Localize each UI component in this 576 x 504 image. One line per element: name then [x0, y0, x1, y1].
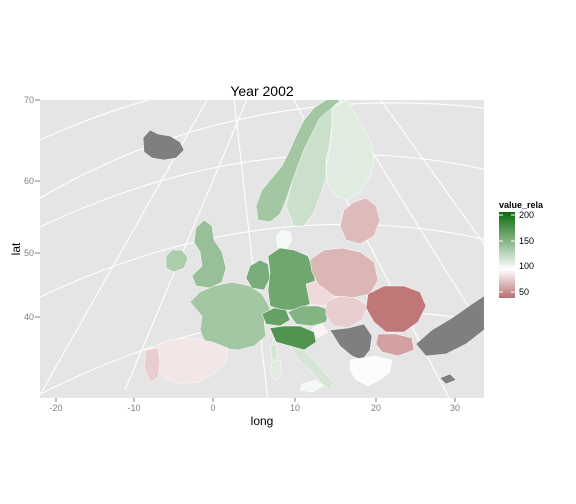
y-tick-label: 40 [24, 312, 34, 322]
region-slovakia-hungary [325, 295, 369, 329]
region-iceland [142, 129, 185, 161]
x-tick-label: 10 [290, 403, 300, 413]
region-benelux [245, 259, 271, 291]
legend-tick-label: 200 [519, 210, 534, 220]
map-regions [142, 100, 484, 393]
legend-tick-label: 150 [519, 236, 534, 246]
region-bulgaria [375, 333, 415, 357]
legend-title: value_rela [499, 200, 544, 210]
x-tick-label: -10 [127, 403, 140, 413]
region-baltics [339, 197, 381, 245]
region-denmark [275, 229, 293, 251]
y-axis-title: lat [9, 242, 23, 255]
legend-colorbar [499, 212, 515, 298]
x-axis: -20 -10 0 10 20 30 [49, 398, 460, 413]
region-greece [349, 355, 393, 387]
region-italy-north [269, 325, 317, 351]
x-tick-label: 30 [450, 403, 460, 413]
chart-title: Year 2002 [230, 83, 294, 99]
region-sicily [299, 379, 325, 393]
region-norway [255, 100, 341, 223]
region-switzerland [261, 307, 291, 327]
region-slovenia [311, 323, 329, 339]
x-tick-label: 20 [371, 403, 381, 413]
region-corsica [269, 343, 279, 361]
region-turkey [415, 295, 484, 357]
y-tick-label: 70 [24, 95, 34, 105]
x-axis-title: long [251, 414, 274, 428]
region-uk [191, 219, 227, 289]
legend-tick-label: 50 [519, 287, 529, 297]
y-tick-label: 60 [24, 176, 34, 186]
region-sardinia [269, 359, 283, 381]
region-finland [325, 100, 375, 201]
y-tick-label: 50 [24, 248, 34, 258]
region-balkans [329, 323, 373, 361]
region-cyprus [439, 373, 457, 385]
x-tick-label: 0 [210, 403, 215, 413]
region-romania [365, 285, 427, 333]
x-tick-label: -20 [49, 403, 62, 413]
y-axis: 70 60 50 40 [24, 95, 40, 322]
region-sweden [285, 107, 333, 227]
region-france [189, 281, 271, 351]
region-poland [309, 247, 379, 299]
legend-tick-label: 100 [519, 261, 534, 271]
region-italy-south [289, 345, 335, 391]
legend: value_rela 200 150 100 50 [499, 200, 544, 298]
region-ireland [165, 249, 189, 273]
region-portugal [143, 347, 161, 383]
